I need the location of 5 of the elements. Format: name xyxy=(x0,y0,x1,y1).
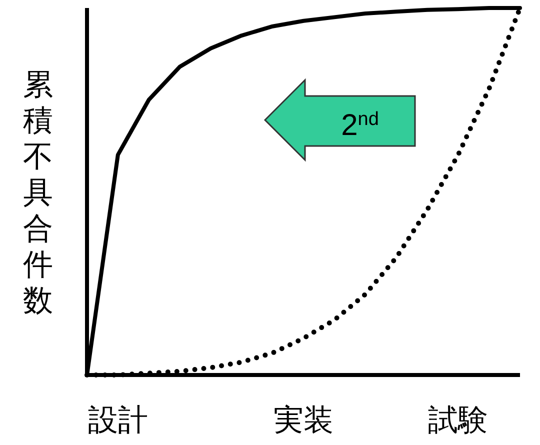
annotation: 2$^{nd}$ xyxy=(341,108,379,142)
y-axis-title: 累積不具合件数 xyxy=(23,68,53,318)
x-tick-label: 実装 xyxy=(274,404,334,437)
x-tick-label: 試験 xyxy=(428,404,488,437)
x-tick-label: 設計 xyxy=(88,404,148,437)
